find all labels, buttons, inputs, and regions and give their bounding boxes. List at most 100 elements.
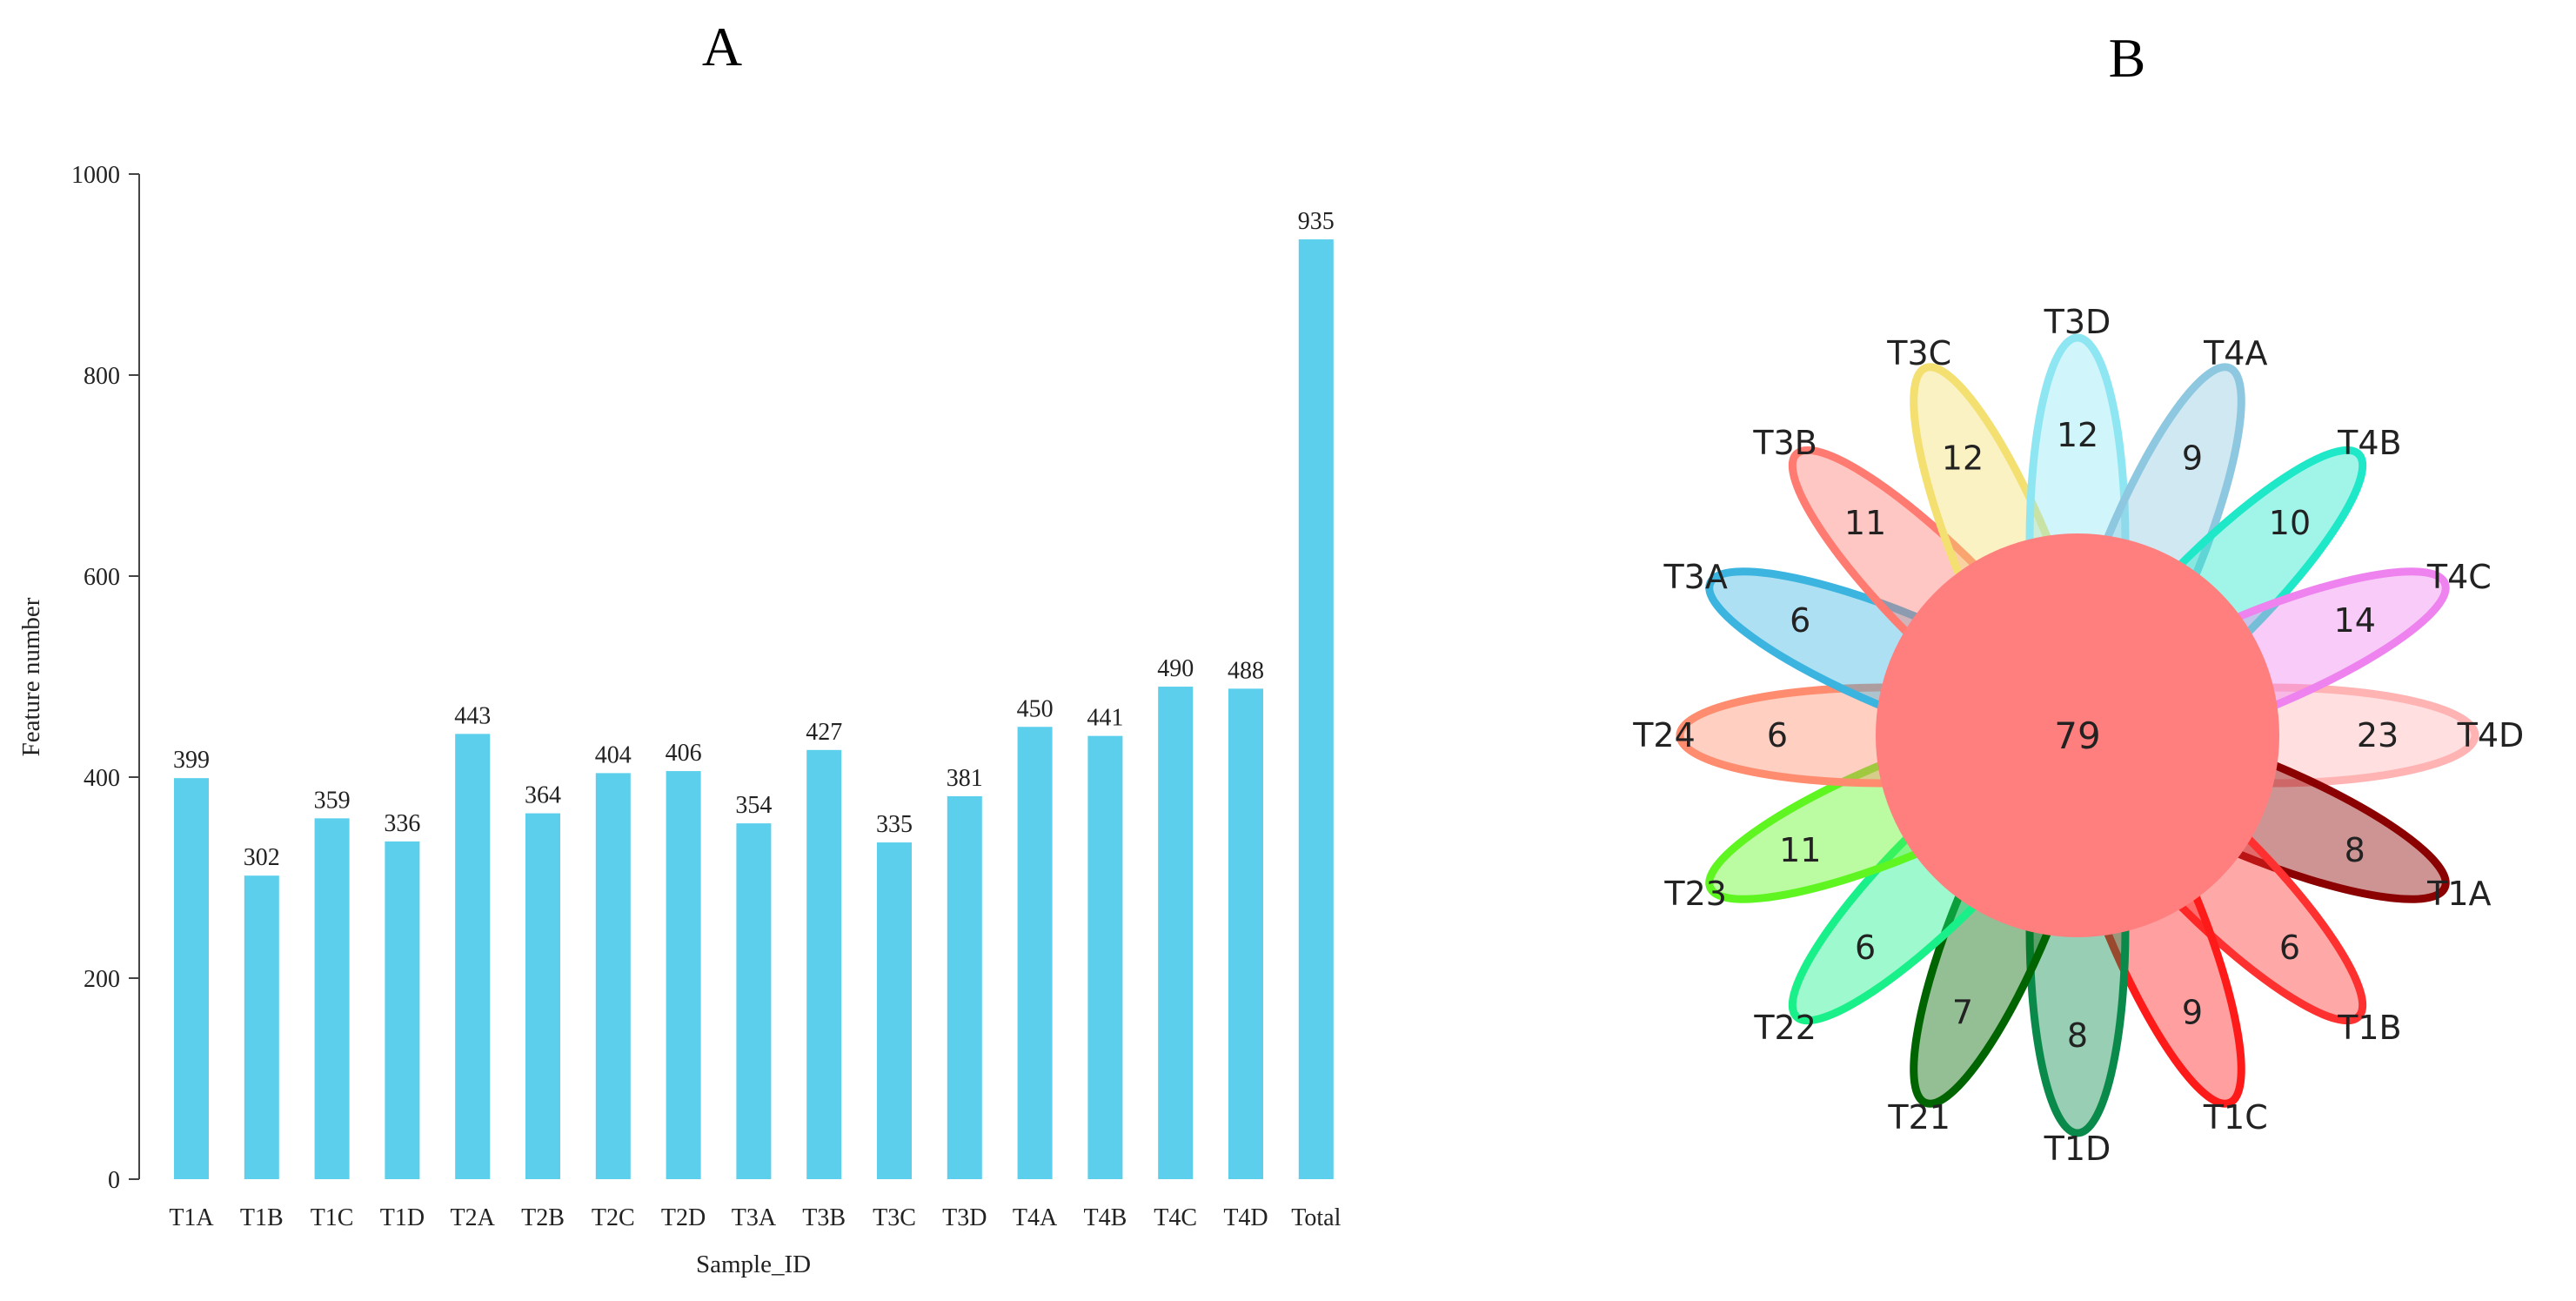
petal-labels: 23 T4D 8 T1A 6 T1B 9 T1C 8 T1D 7 T21 6 T22 11 T23 6 T24 6 T… [1632,303,2524,1168]
bar-value-label: 490 [1157,655,1194,682]
bar-value-label: 935 [1298,208,1335,235]
bar [455,734,491,1179]
y-tick-label: 400 [84,765,120,792]
x-tick-label: T4B [1084,1204,1127,1231]
x-axis-label: Sample_ID [696,1251,811,1278]
bar [877,842,912,1179]
bar-value-label: 441 [1087,705,1123,732]
x-tick-label: Total [1291,1204,1341,1231]
bar [595,773,631,1179]
bar-value-label: 406 [666,740,702,767]
y-tick-label: 1000 [71,162,120,189]
bar-value-label: 354 [735,792,772,819]
bar-value-label: 335 [876,811,913,838]
petal-name: T3A [1663,558,1727,596]
flower-venn: 79 23 T4D 8 T1A 6 T1B 9 T1C 8 T1D 7 T21 6 T22 11 T23 6 T24… [1632,303,2524,1168]
petal-count: 14 [2334,601,2376,640]
x-tick-label: T3D [942,1204,987,1231]
petal-count: 6 [1767,716,1788,754]
x-tick-label: T1D [380,1204,425,1231]
bar [525,813,560,1179]
petal-count: 11 [1779,831,1821,869]
petal-name: T1B [2337,1009,2401,1047]
bar-chart: 0 200 400 600 800 1000 399 T1A 302 T1B 359 T1C 336 T… [17,162,1342,1278]
petal-count: 9 [2182,994,2203,1032]
bar [1298,239,1334,1180]
bar [1158,687,1194,1179]
bar [1017,727,1053,1179]
petal-name: T3D [2044,303,2111,341]
x-tick-label: T2D [661,1204,706,1231]
bar [806,749,842,1179]
petal-count: 8 [2067,1016,2088,1055]
x-tick-label: T2A [451,1204,496,1231]
petal-name: T4C [2426,558,2492,596]
petal-count: 8 [2345,831,2365,869]
x-tick-label: T4C [1154,1204,1197,1231]
petal-name: T3B [1752,424,1817,462]
bar-value-label: 302 [244,844,280,871]
y-tick-label: 800 [84,363,120,390]
center-core-circle [1876,533,2279,937]
petal-count: 12 [2057,416,2098,454]
bar [1087,735,1123,1179]
petal-name: T24 [1632,716,1696,754]
bar [1228,688,1263,1179]
y-axis-ticks: 0 200 400 600 800 1000 [71,162,139,1194]
bar-value-label: 336 [384,810,420,837]
petal-name: T23 [1663,875,1727,913]
petal-name: T4D [2457,716,2525,754]
x-tick-label: T4A [1013,1204,1058,1231]
bar-value-label: 427 [806,719,842,746]
bar [947,795,982,1179]
x-tick-label: T3C [873,1204,916,1231]
petal-count: 23 [2357,716,2399,754]
bar-value-label: 399 [173,747,210,774]
bar-value-label: 488 [1228,657,1264,684]
bar [314,818,350,1179]
center-core-count: 79 [2054,714,2100,757]
y-tick-label: 0 [108,1167,120,1194]
y-tick-label: 600 [84,564,120,591]
petal-name: T1A [2426,875,2491,913]
petal-name: T22 [1753,1009,1817,1047]
x-tick-label: T3A [732,1204,777,1231]
petal-count: 12 [1942,439,1984,477]
bar-value-label: 450 [1017,695,1054,722]
x-tick-label: T2B [521,1204,565,1231]
petal-count: 7 [1952,994,1973,1032]
bar-value-label: 381 [947,765,983,792]
petal-count: 6 [1855,929,1876,967]
petal-count: 6 [1790,601,1810,640]
x-tick-label: T4D [1223,1204,1268,1231]
bar [244,875,279,1179]
bar-value-label: 404 [595,741,632,768]
bar [385,841,420,1179]
bar [174,778,209,1179]
petal-count: 9 [2182,439,2203,477]
x-tick-label: T1C [311,1204,354,1231]
petal-name: T4B [2337,424,2401,462]
bar-value-label: 443 [454,702,491,729]
bar [666,771,701,1179]
x-tick-label: T2C [592,1204,635,1231]
bars: 399 T1A 302 T1B 359 T1C 336 T1D 443 T2A 364 T2B 404 T… [169,208,1341,1231]
bar [736,823,772,1179]
bar-value-label: 359 [314,787,351,814]
bar-value-label: 364 [525,782,561,809]
petal-name: T4A [2203,334,2267,372]
petal-count: 6 [2279,929,2300,967]
panel-a-label: A [702,16,742,77]
petal-count: 11 [1844,504,1886,542]
petal-name: T1C [2203,1098,2268,1137]
petal-name: T3C [1886,334,1951,372]
x-tick-label: T1A [169,1204,214,1231]
x-tick-label: T3B [802,1204,846,1231]
y-axis-label: Feature number [17,597,45,756]
petal-name: T1D [2044,1130,2111,1168]
petal-count: 10 [2269,504,2311,542]
x-tick-label: T1B [240,1204,284,1231]
petal-name: T21 [1887,1098,1950,1137]
y-tick-label: 200 [84,966,120,993]
